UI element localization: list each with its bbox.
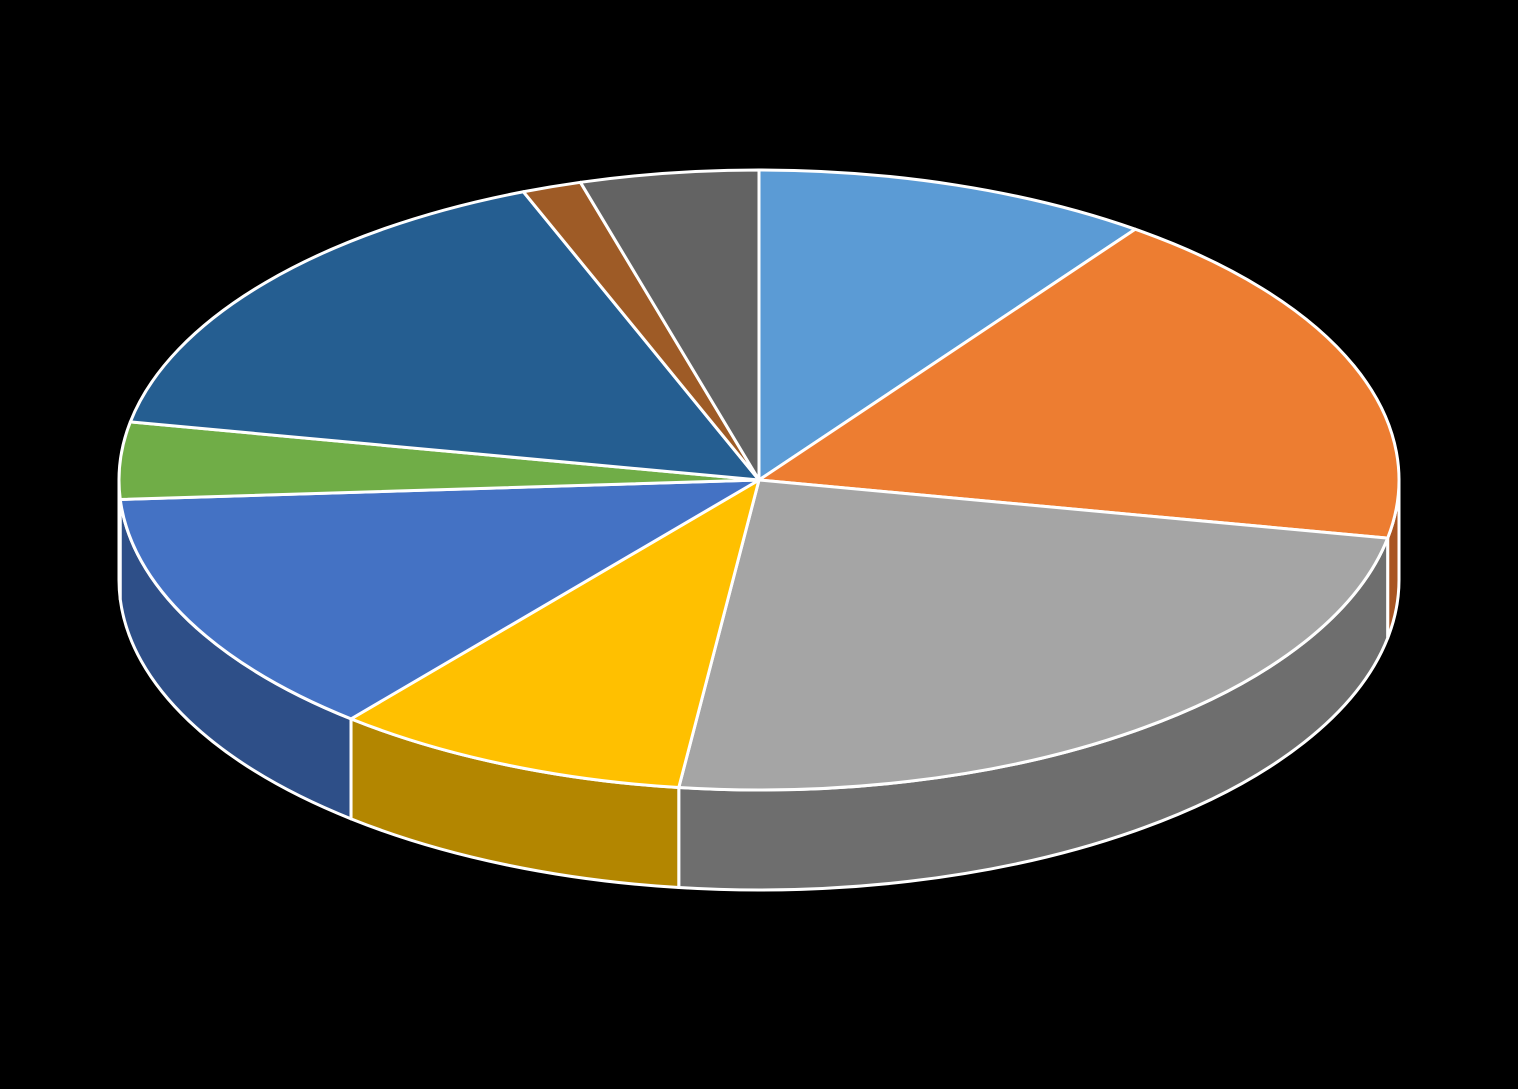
pie-chart-svg <box>0 0 1518 1089</box>
pie-chart-3d <box>0 0 1518 1089</box>
